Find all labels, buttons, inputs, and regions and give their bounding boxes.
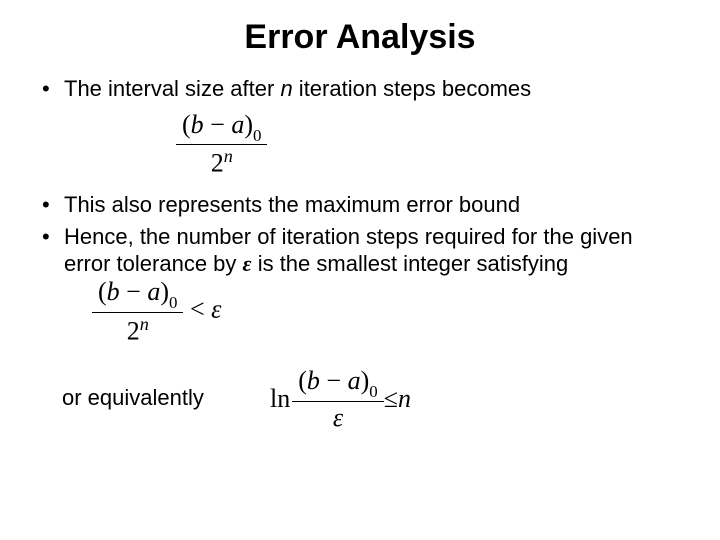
less-than: < bbox=[183, 294, 211, 323]
bullet-3-text-post: is the smallest integer satisfying bbox=[258, 251, 569, 276]
formula-3-numerator: (b − a)0 bbox=[292, 367, 383, 402]
bullet-list-2: This also represents the maximum error b… bbox=[38, 191, 684, 344]
exp-n: n bbox=[224, 146, 233, 166]
paren-close-3: ) bbox=[361, 366, 370, 395]
bullet-3: Hence, the number of iteration steps req… bbox=[38, 223, 684, 345]
subscript-0-3: 0 bbox=[369, 382, 377, 401]
var-a-2: a bbox=[147, 277, 160, 306]
formula-2: (b − a)0 2n < ε bbox=[92, 278, 221, 345]
formula-1: (b − a)0 2n bbox=[36, 111, 684, 178]
formula-3: ln (b − a)0 ε ≤ n bbox=[270, 367, 411, 431]
formula-1-numerator: (b − a)0 bbox=[176, 111, 267, 146]
paren-open-2: ( bbox=[98, 277, 107, 306]
continuation-row: or equivalently ln (b − a)0 ε ≤ n bbox=[36, 367, 684, 431]
minus: − bbox=[204, 110, 232, 139]
paren-open: ( bbox=[182, 110, 191, 139]
or-equivalently: or equivalently bbox=[62, 385, 204, 410]
ln-label: ln bbox=[270, 384, 290, 414]
slide-title: Error Analysis bbox=[36, 18, 684, 57]
formula-2-denominator: 2n bbox=[92, 313, 183, 345]
paren-close-2: ) bbox=[160, 277, 169, 306]
paren-close: ) bbox=[244, 110, 253, 139]
bullet-1-text-post: iteration steps becomes bbox=[293, 76, 531, 101]
minus-2: − bbox=[120, 277, 148, 306]
bullet-list: The interval size after n iteration step… bbox=[38, 75, 684, 103]
bullet-1: The interval size after n iteration step… bbox=[38, 75, 684, 103]
bullet-1-n: n bbox=[280, 76, 292, 101]
minus-3: − bbox=[320, 366, 348, 395]
formula-1-denominator: 2n bbox=[176, 145, 267, 177]
formula-3-fraction: (b − a)0 ε bbox=[292, 367, 383, 431]
n-rhs: n bbox=[398, 384, 411, 414]
var-a-3: a bbox=[348, 366, 361, 395]
formula-2-numerator: (b − a)0 bbox=[92, 278, 183, 313]
subscript-0: 0 bbox=[253, 126, 261, 145]
bullet-2: This also represents the maximum error b… bbox=[38, 191, 684, 219]
var-a: a bbox=[231, 110, 244, 139]
formula-3-denominator: ε bbox=[292, 402, 383, 431]
epsilon-rhs: ε bbox=[211, 294, 221, 323]
slide: Error Analysis The interval size after n… bbox=[0, 0, 720, 540]
base-2-2: 2 bbox=[127, 316, 140, 345]
epsilon-icon: ε bbox=[243, 251, 252, 276]
bullet-1-text-pre: The interval size after bbox=[64, 76, 280, 101]
var-b-2: b bbox=[107, 277, 120, 306]
formula-2-fraction: (b − a)0 2n bbox=[92, 278, 183, 345]
exp-n-2: n bbox=[140, 314, 149, 334]
leq: ≤ bbox=[384, 384, 398, 414]
var-b: b bbox=[191, 110, 204, 139]
bullet-2-text: This also represents the maximum error b… bbox=[64, 192, 520, 217]
base-2: 2 bbox=[211, 149, 224, 178]
paren-open-3: ( bbox=[298, 366, 307, 395]
subscript-0-2: 0 bbox=[169, 293, 177, 312]
var-b-3: b bbox=[307, 366, 320, 395]
formula-1-fraction: (b − a)0 2n bbox=[176, 111, 267, 178]
